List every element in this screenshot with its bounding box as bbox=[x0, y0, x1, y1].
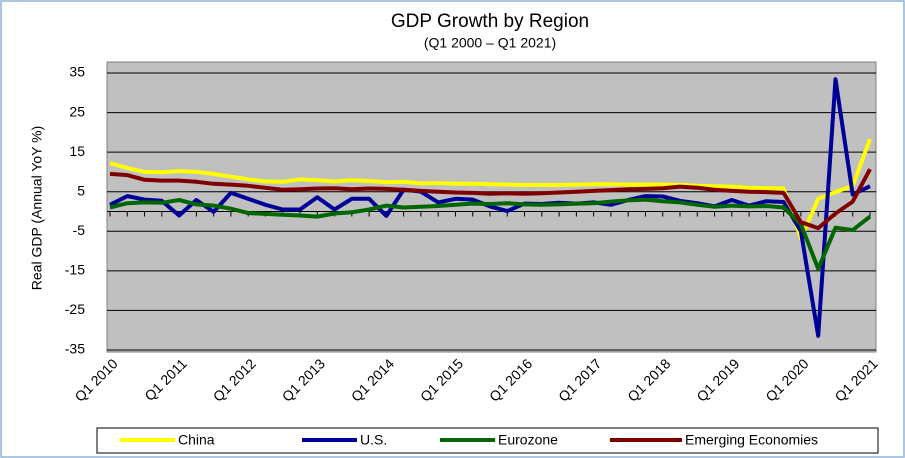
legend-label: Emerging Economies bbox=[685, 432, 818, 448]
legend-label: Eurozone bbox=[498, 432, 558, 448]
legend-label: China bbox=[178, 432, 215, 448]
y-tick-label: 25 bbox=[69, 103, 85, 119]
series-line bbox=[109, 77, 871, 338]
y-tick-label: -25 bbox=[65, 301, 85, 317]
y-tick-label: -5 bbox=[73, 222, 86, 238]
series-line bbox=[109, 138, 872, 241]
series-line bbox=[109, 168, 872, 231]
series-line bbox=[109, 197, 872, 271]
chart-subtitle: (Q1 2000 – Q1 2021) bbox=[424, 35, 556, 51]
y-tick-label: 15 bbox=[69, 143, 85, 159]
y-axis-label: Real GDP (Annual YoY %) bbox=[29, 126, 45, 290]
y-tick-label: -15 bbox=[65, 262, 85, 278]
y-tick-label: 35 bbox=[69, 64, 85, 80]
legend-label: U.S. bbox=[360, 432, 387, 448]
y-tick-label: 5 bbox=[77, 182, 85, 198]
y-tick-label: -35 bbox=[65, 341, 85, 357]
chart-title: GDP Growth by Region bbox=[391, 11, 589, 32]
